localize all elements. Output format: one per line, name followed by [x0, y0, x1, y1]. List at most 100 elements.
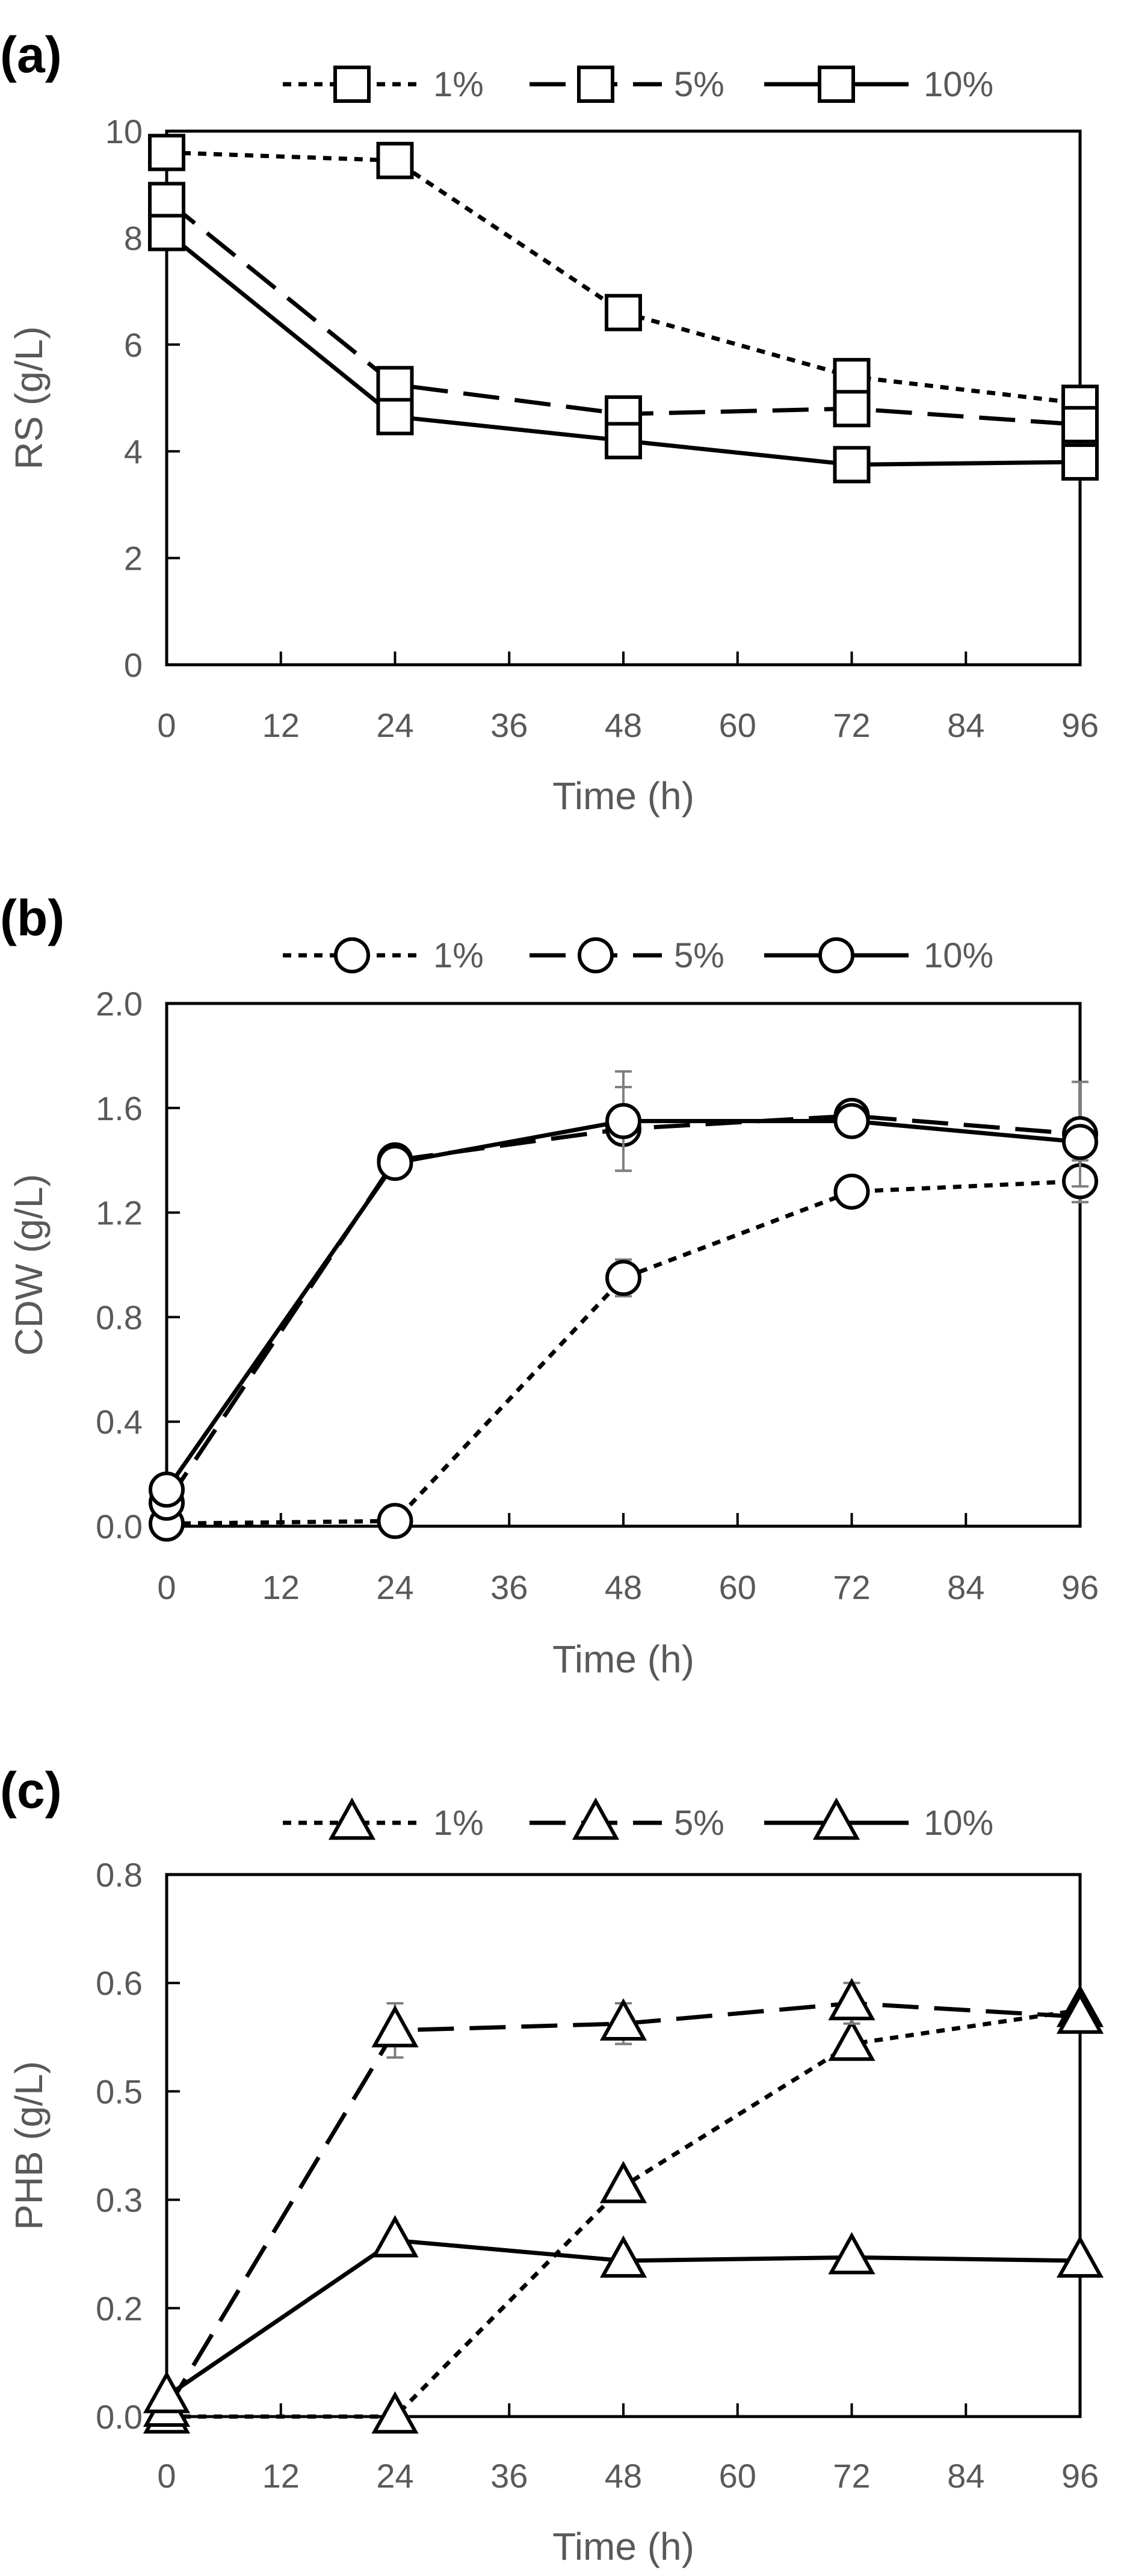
legend-label: 10%: [924, 1804, 993, 1843]
series-1pct: [143, 1985, 1104, 2434]
data-point: [1056, 1991, 1104, 2034]
data-point: [828, 2018, 875, 2061]
data-point: [377, 1503, 413, 1539]
x-tick-label: 84: [947, 706, 984, 744]
legend-label: 5%: [674, 65, 724, 104]
x-tick-label: 0: [157, 706, 176, 744]
data-point: [605, 1260, 641, 1296]
x-tick-label: 12: [262, 2457, 300, 2495]
legend-label: 10%: [924, 936, 993, 975]
series-line: [166, 150, 1081, 405]
legend-entry: 1%: [283, 936, 484, 975]
x-tick-label: 0: [157, 2457, 176, 2495]
data-point: [599, 1998, 647, 2041]
y-tick-label: 1.6: [96, 1089, 143, 1127]
data-point: [377, 1145, 413, 1182]
data-point: [371, 2004, 419, 2048]
data-point: [1061, 405, 1099, 443]
data-point: [605, 422, 642, 460]
data-point: [1061, 443, 1099, 481]
data-point: [833, 390, 871, 428]
legend-entry: 5%: [530, 65, 724, 104]
data-point: [828, 2232, 875, 2275]
y-tick-label: 0.8: [96, 1298, 143, 1336]
x-tick-label: 84: [947, 2457, 984, 2495]
legend-entry: 1%: [283, 65, 484, 104]
x-tick-label: 0: [157, 1568, 176, 1606]
data-point: [371, 2214, 419, 2258]
data-point: [376, 366, 414, 404]
x-tick-label: 36: [490, 2457, 528, 2495]
series-1pct: [148, 134, 1099, 422]
series-line: [166, 1179, 1081, 1526]
x-axis-title: Time (h): [552, 1638, 694, 1681]
legend-marker: [577, 66, 614, 103]
data-point: [833, 446, 871, 484]
legend-marker: [334, 937, 370, 973]
data-point: [148, 182, 185, 220]
data-point: [148, 134, 185, 171]
legend-marker: [818, 937, 854, 973]
y-tick-label: 0.3: [96, 2181, 143, 2219]
x-tick-label: 72: [833, 2457, 870, 2495]
data-point: [833, 1103, 870, 1139]
series-line: [165, 1119, 1081, 1491]
y-tick-label: 0.5: [96, 2072, 143, 2110]
x-tick-label: 24: [376, 1568, 413, 1606]
series-line: [165, 1114, 1081, 1504]
legend-label: 10%: [924, 65, 993, 104]
data-point: [605, 294, 642, 331]
legend-marker: [328, 1797, 376, 1840]
panel-label: (b): [0, 890, 64, 946]
x-tick-label: 60: [719, 1568, 756, 1606]
y-tick-label: 0.8: [96, 1856, 143, 1894]
y-tick-label: 0.6: [96, 1964, 143, 2002]
panel-label: (c): [0, 1762, 62, 1819]
x-tick-label: 12: [262, 1568, 300, 1606]
series-5pct: [148, 182, 1099, 443]
y-tick-label: 4: [124, 433, 143, 470]
data-point: [1062, 1124, 1098, 1160]
x-tick-label: 60: [719, 706, 756, 744]
x-tick-label: 60: [719, 2457, 756, 2495]
y-tick-label: 6: [124, 326, 143, 364]
y-axis-title: PHB (g/L): [7, 2061, 51, 2230]
series-10pct: [148, 214, 1099, 484]
x-tick-label: 96: [1061, 1568, 1099, 1606]
data-point: [833, 358, 871, 396]
y-tick-label: 10: [105, 112, 143, 150]
plot-frame: [165, 1873, 1082, 2418]
legend-marker: [812, 1797, 860, 1840]
y-axis-title: RS (g/L): [7, 326, 51, 469]
x-tick-label: 96: [1061, 2457, 1099, 2495]
y-tick-label: 1.2: [96, 1194, 143, 1232]
legend-entry: 5%: [530, 936, 724, 975]
y-tick-label: 2.0: [96, 985, 143, 1023]
legend-label: 1%: [433, 65, 484, 104]
x-tick-label: 48: [605, 2457, 642, 2495]
data-point: [1056, 2235, 1104, 2278]
legend-marker: [572, 1797, 620, 1840]
series-line: [165, 2001, 1081, 2411]
panel-b: (b) 0 12 24 36 48 60 72 84 96 0.0 0.4 0.8 1.2 1.6 2.0 Ti…: [0, 890, 1099, 1681]
x-tick-label: 72: [833, 706, 870, 744]
legend-marker: [818, 66, 855, 103]
x-axis-title: Time (h): [552, 2525, 694, 2568]
legend-label: 1%: [433, 936, 484, 975]
y-tick-label: 2: [124, 540, 143, 578]
x-tick-label: 12: [262, 706, 300, 744]
x-tick-label: 96: [1061, 706, 1099, 744]
data-point: [605, 1103, 641, 1139]
x-tick-label: 48: [605, 1568, 642, 1606]
y-tick-label: 8: [124, 219, 143, 257]
x-tick-label: 36: [490, 1568, 528, 1606]
panel-c: (c) 0 12 24 36 48 60 72 84 96 0.0 0.2 0.3 0.5 0.6 0.8 Ti…: [0, 1762, 1104, 2568]
series-10pct: [149, 1070, 1098, 1508]
legend-entry: 10%: [764, 936, 993, 975]
legend-entry: 10%: [764, 1797, 993, 1843]
data-point: [149, 1471, 185, 1508]
data-point: [143, 2371, 191, 2414]
data-point: [599, 2160, 647, 2204]
